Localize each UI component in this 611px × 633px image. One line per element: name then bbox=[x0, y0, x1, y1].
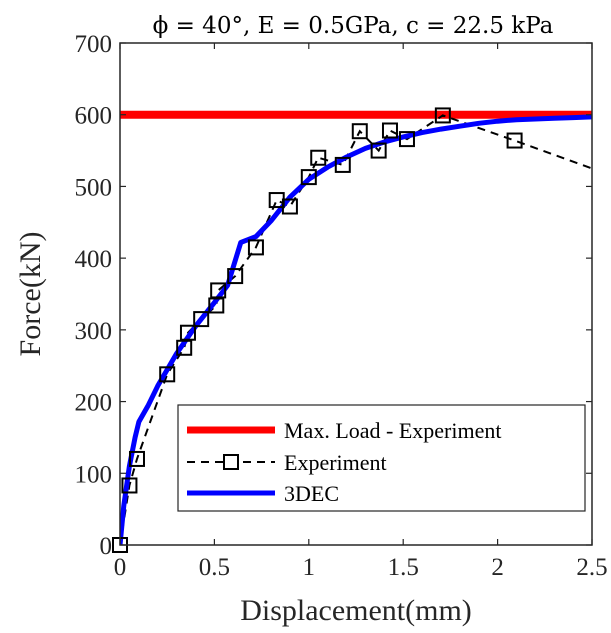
legend: Max. Load - Experiment Experiment 3DEC bbox=[177, 404, 586, 512]
experiment-marker bbox=[210, 282, 227, 299]
experiment-marker bbox=[310, 149, 327, 166]
y-tick-label: 400 bbox=[75, 246, 113, 273]
y-tick-label: 500 bbox=[75, 174, 113, 201]
experiment-marker bbox=[121, 477, 138, 494]
experiment-marker bbox=[351, 123, 368, 140]
experiment-marker bbox=[398, 131, 415, 148]
y-tick-label: 200 bbox=[75, 390, 113, 417]
y-tick-label: 700 bbox=[75, 31, 113, 58]
experiment-marker bbox=[208, 297, 225, 314]
x-axis-title: Displacement(mm) bbox=[240, 594, 472, 627]
experiment-marker bbox=[434, 107, 451, 124]
x-tick-label: 1 bbox=[303, 554, 316, 581]
experiment-marker bbox=[128, 450, 145, 467]
series-experiment-line bbox=[120, 114, 592, 545]
experiment-marker bbox=[506, 132, 523, 149]
y-tick-label: 100 bbox=[75, 461, 113, 488]
series-layer bbox=[120, 110, 592, 545]
experiment-marker bbox=[370, 142, 387, 159]
legend-label-max-load: Max. Load - Experiment bbox=[284, 418, 502, 443]
plot-area bbox=[112, 107, 592, 553]
x-tick-label: 0 bbox=[114, 554, 127, 581]
x-tick-label: 2.5 bbox=[576, 554, 607, 581]
plot-frame bbox=[119, 42, 593, 546]
experiment-marker bbox=[381, 122, 398, 139]
chart-title: ϕ = 40°, E = 0.5GPa, c = 22.5 kPa bbox=[153, 13, 554, 39]
axis-ticks: 0 0.5 1 1.5 2 2.5 0 100 200 300 400 500 600 700 bbox=[75, 31, 608, 581]
experiment-marker bbox=[334, 156, 351, 173]
series-3dec-line bbox=[120, 114, 592, 545]
legend-label-experiment: Experiment bbox=[284, 450, 387, 475]
x-tick-label: 2 bbox=[491, 554, 504, 581]
experiment-marker bbox=[179, 324, 196, 341]
experiment-marker bbox=[281, 198, 298, 215]
x-tick-label: 1.5 bbox=[388, 554, 419, 581]
experiment-marker bbox=[159, 366, 176, 383]
experiment-marker bbox=[300, 169, 317, 186]
experiment-marker bbox=[227, 268, 244, 285]
experiment-marker bbox=[247, 239, 264, 256]
y-tick-label: 600 bbox=[75, 103, 113, 130]
legend-marker-experiment bbox=[223, 454, 239, 470]
legend-label-3dec: 3DEC bbox=[284, 481, 339, 506]
y-axis-title: Force(kN) bbox=[14, 232, 47, 357]
y-tick-label: 300 bbox=[75, 318, 113, 345]
x-tick-label: 0.5 bbox=[199, 554, 230, 581]
y-tick-label: 0 bbox=[100, 533, 113, 560]
experiment-marker bbox=[193, 311, 210, 328]
experiment-marker bbox=[176, 339, 193, 356]
